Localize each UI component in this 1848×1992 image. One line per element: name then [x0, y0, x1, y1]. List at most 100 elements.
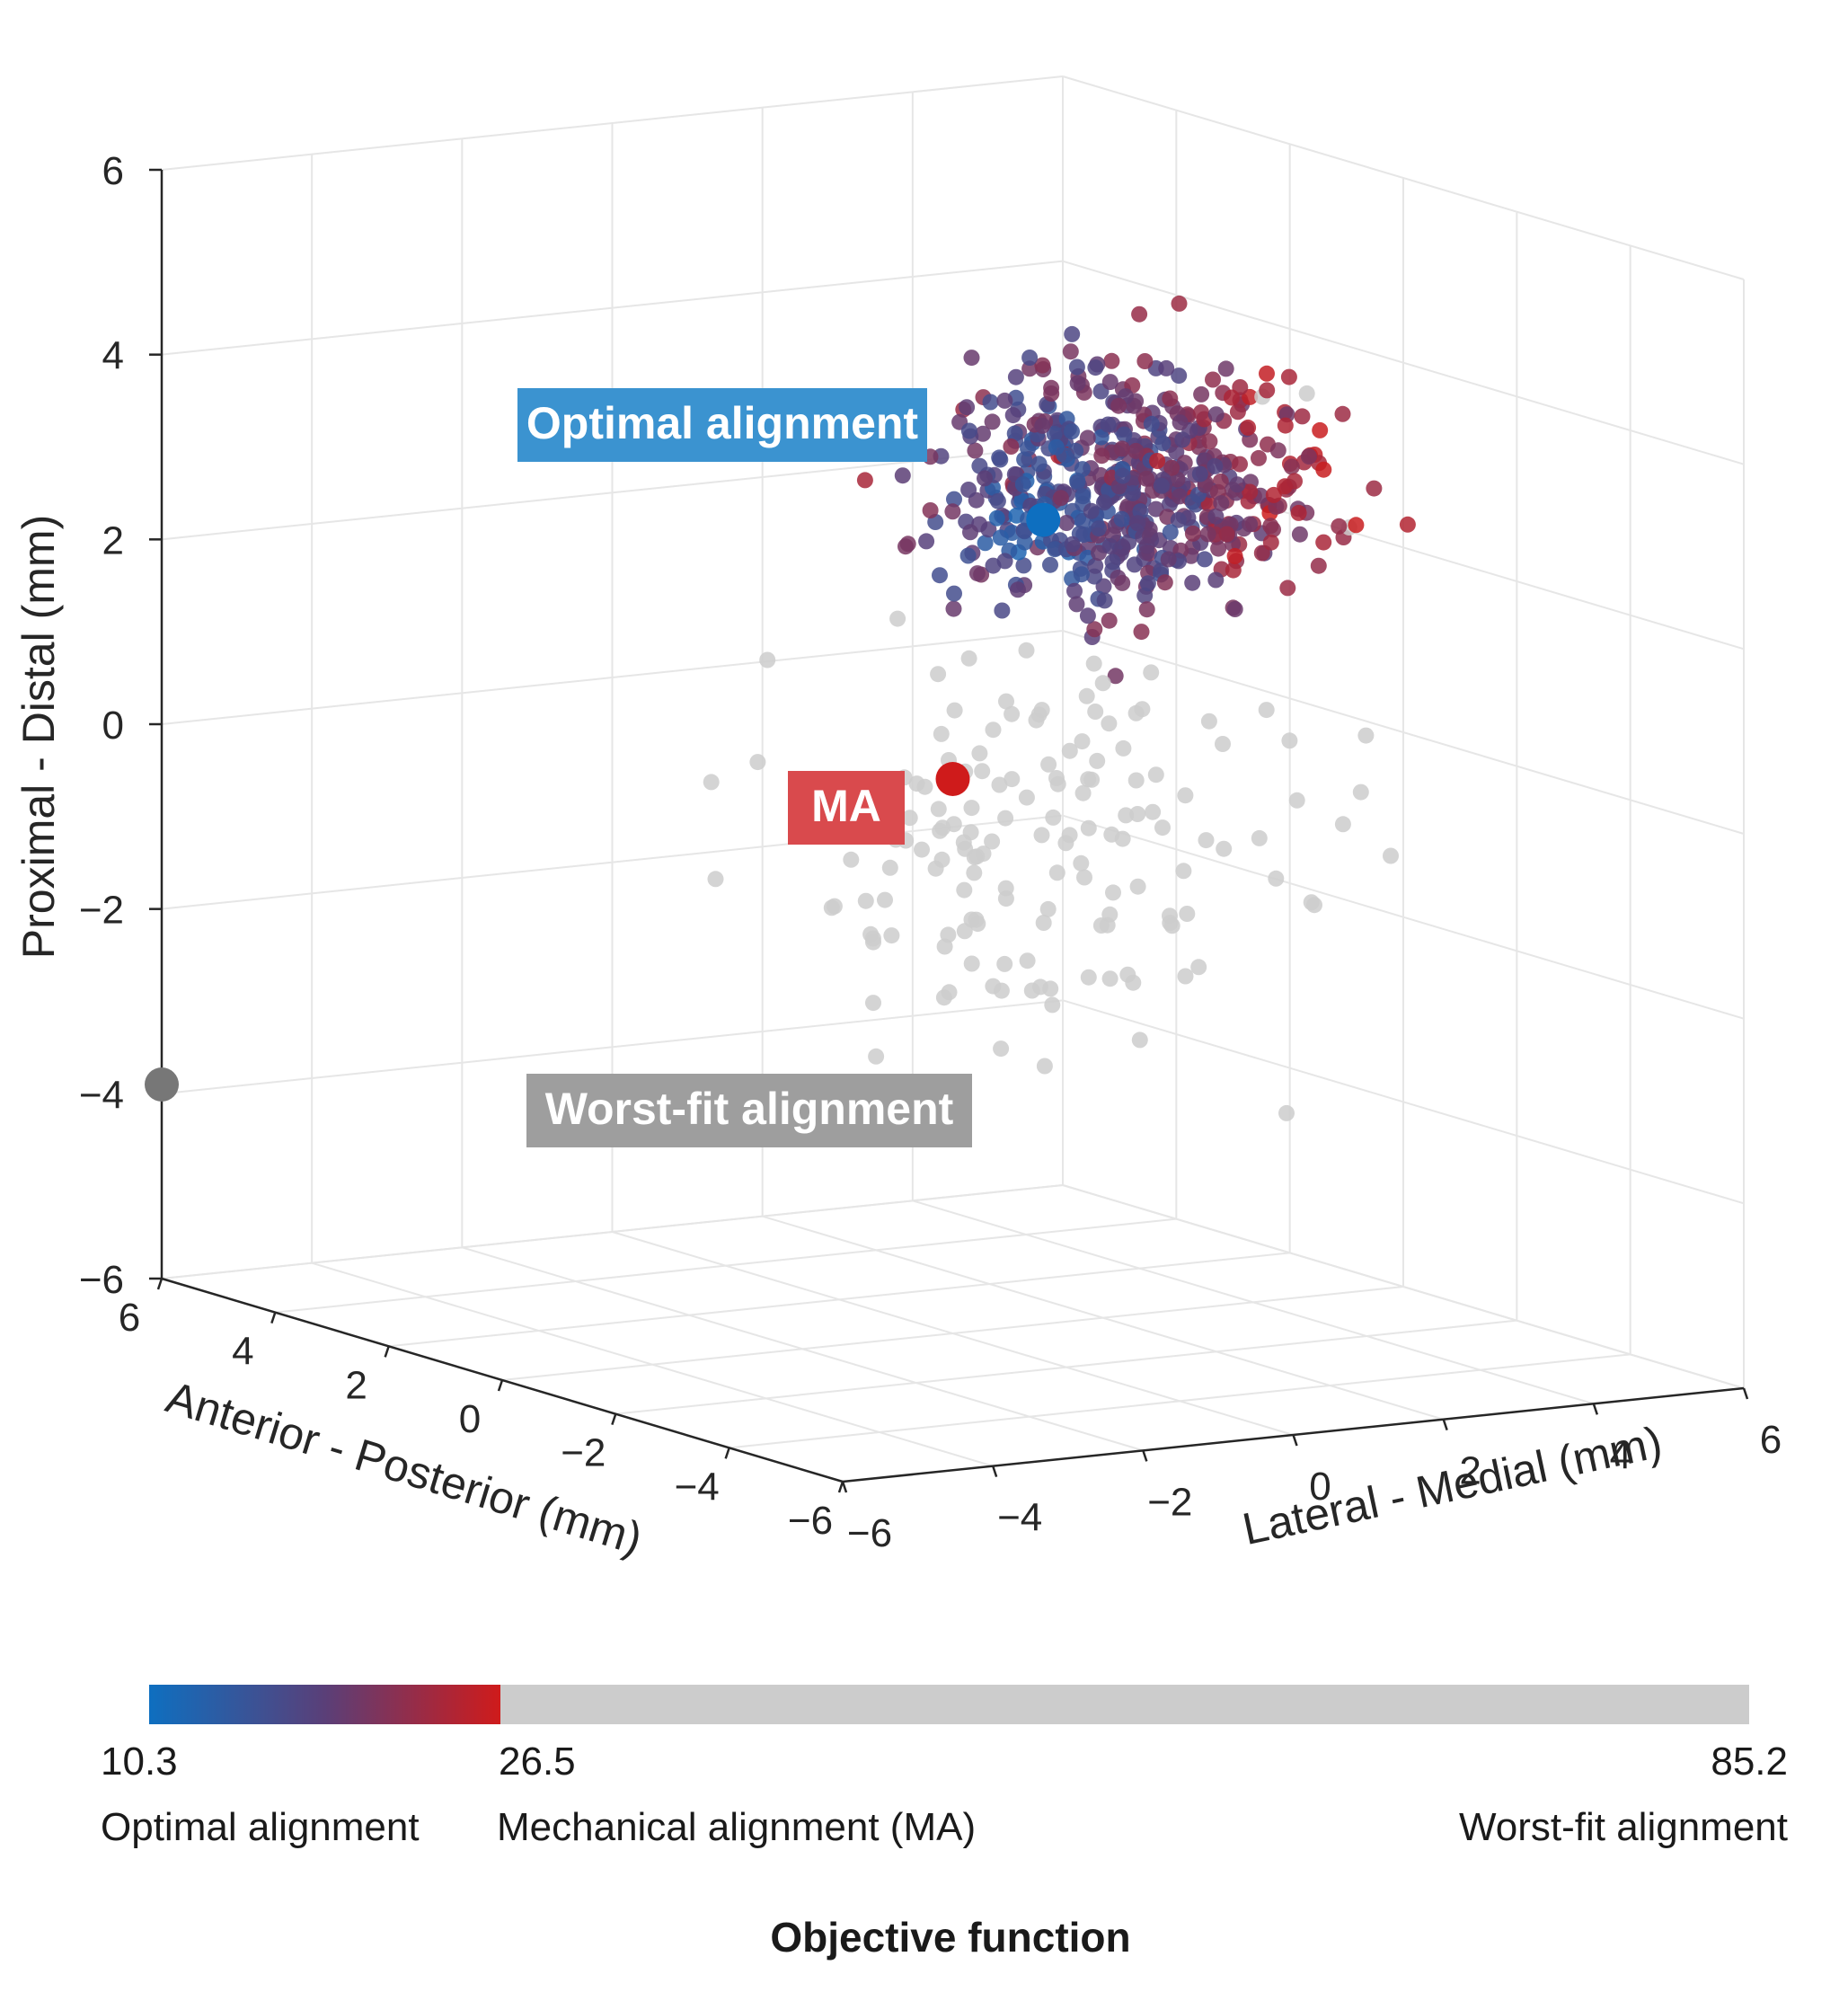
- data-point: [1058, 515, 1075, 531]
- data-point: [1242, 516, 1259, 533]
- optimal-alignment-point: [1026, 502, 1061, 537]
- y-tick: [497, 1379, 504, 1392]
- data-point: [1265, 486, 1282, 503]
- data-point: [1110, 397, 1127, 414]
- data-point: [1091, 520, 1107, 537]
- data-point: [1171, 295, 1188, 312]
- data-point: [1171, 367, 1188, 385]
- data-point: [1092, 429, 1110, 446]
- data-point: [1269, 442, 1287, 459]
- data-point: [1229, 403, 1246, 421]
- data-point: [1226, 601, 1243, 617]
- data-point: [1207, 406, 1225, 423]
- data-point: [1315, 461, 1332, 478]
- data-point: [1103, 826, 1120, 843]
- data-point: [1040, 756, 1057, 773]
- data-point: [894, 467, 911, 484]
- data-point: [975, 425, 991, 442]
- data-point: [1201, 433, 1218, 450]
- data-point: [1210, 540, 1227, 557]
- data-point: [1153, 477, 1170, 494]
- data-point: [977, 535, 994, 552]
- data-point: [997, 810, 1014, 827]
- data-point: [1067, 442, 1084, 459]
- data-point: [1145, 803, 1162, 820]
- data-point: [1004, 705, 1021, 722]
- data-point: [1259, 382, 1276, 399]
- data-point: [759, 651, 776, 668]
- data-point: [1172, 414, 1189, 431]
- data-point: [968, 565, 986, 582]
- callout-ma-text: MA: [811, 781, 881, 831]
- data-point: [946, 702, 963, 719]
- y-tick-label: −6: [788, 1499, 833, 1543]
- data-point: [1127, 442, 1145, 459]
- data-point: [1036, 1058, 1053, 1075]
- data-point: [989, 492, 1006, 509]
- data-point: [1080, 771, 1097, 788]
- data-point: [1073, 566, 1090, 583]
- data-point: [1151, 532, 1168, 549]
- data-point: [1101, 612, 1118, 629]
- data-point: [1162, 390, 1179, 407]
- data-point: [1085, 655, 1102, 672]
- data-point: [1160, 551, 1177, 568]
- data-point: [1193, 404, 1209, 421]
- data-point: [1034, 357, 1051, 374]
- data-point: [1281, 732, 1298, 749]
- data-point: [1216, 840, 1233, 857]
- data-point: [1030, 456, 1048, 473]
- data-point: [1129, 806, 1146, 822]
- x-tick: [1592, 1403, 1599, 1415]
- data-point: [1101, 715, 1118, 732]
- data-point: [1003, 438, 1020, 455]
- data-point: [1277, 417, 1294, 434]
- data-point: [1125, 484, 1142, 501]
- data-point: [1061, 827, 1078, 844]
- data-point: [1074, 784, 1092, 801]
- data-point: [914, 841, 930, 858]
- y-tick: [384, 1345, 390, 1358]
- data-point: [1114, 538, 1131, 555]
- data-point: [1018, 642, 1035, 659]
- data-point: [1287, 473, 1303, 490]
- colorbar-max-label: Worst-fit alignment: [1459, 1805, 1788, 1849]
- data-point: [960, 482, 977, 498]
- grid-line: [1062, 260, 1745, 465]
- data-point: [1162, 524, 1179, 541]
- tick-labels: −6 −4 −2 0 2 4 6 6 4 2 0 −2 −4 −6 −6 −4 −2 0 2 4 6: [79, 149, 1782, 1555]
- data-point: [997, 890, 1014, 907]
- data-point: [945, 600, 962, 617]
- data-point: [1143, 664, 1160, 681]
- data-point: [1158, 359, 1175, 376]
- data-point: [1138, 601, 1155, 618]
- data-point: [1334, 816, 1351, 833]
- data-point: [1114, 467, 1131, 484]
- colorbar-gradient-segment: [149, 1685, 500, 1724]
- data-point: [1074, 461, 1091, 478]
- data-point: [857, 892, 874, 909]
- data-point: [1258, 702, 1275, 719]
- data-point: [881, 859, 898, 876]
- data-point: [1004, 407, 1021, 424]
- data-point: [1357, 727, 1375, 744]
- data-point: [1298, 385, 1315, 402]
- grid-line: [161, 1184, 1064, 1279]
- data-point: [962, 524, 978, 541]
- data-point: [1042, 556, 1058, 573]
- ma-point: [935, 762, 970, 796]
- data-point: [1224, 389, 1240, 406]
- worst-fit-alignment-point: [145, 1067, 179, 1102]
- callout-worst-text: Worst-fit alignment: [545, 1084, 954, 1134]
- colorbar: 10.3 26.5 85.2 Optimal alignment Mechani…: [101, 1685, 1788, 1961]
- data-point: [1310, 557, 1327, 574]
- data-point: [868, 1048, 885, 1065]
- grid-line: [1062, 1184, 1745, 1389]
- data-point: [1014, 476, 1031, 493]
- y-tick: [270, 1312, 277, 1324]
- data-point: [1116, 426, 1133, 443]
- data-point: [1136, 353, 1154, 369]
- grid-line: [275, 1217, 1177, 1314]
- y-tick-label: −2: [561, 1431, 606, 1475]
